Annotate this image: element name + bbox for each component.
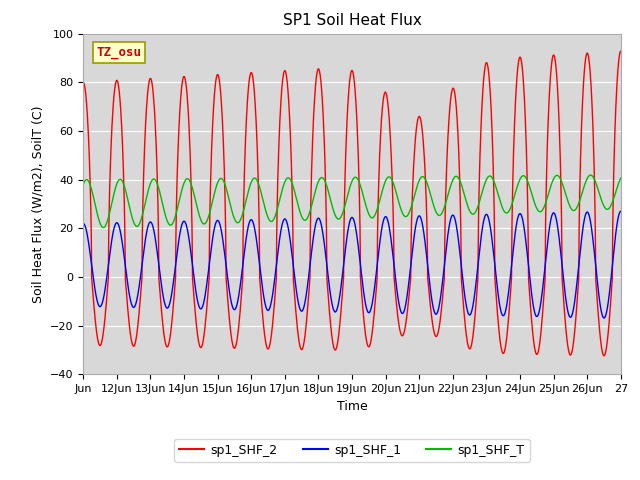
Title: SP1 Soil Heat Flux: SP1 Soil Heat Flux [283, 13, 421, 28]
X-axis label: Time: Time [337, 400, 367, 413]
Text: TZ_osu: TZ_osu [97, 46, 141, 59]
Legend: sp1_SHF_2, sp1_SHF_1, sp1_SHF_T: sp1_SHF_2, sp1_SHF_1, sp1_SHF_T [175, 439, 529, 462]
Y-axis label: Soil Heat Flux (W/m2), SoilT (C): Soil Heat Flux (W/m2), SoilT (C) [31, 105, 44, 303]
